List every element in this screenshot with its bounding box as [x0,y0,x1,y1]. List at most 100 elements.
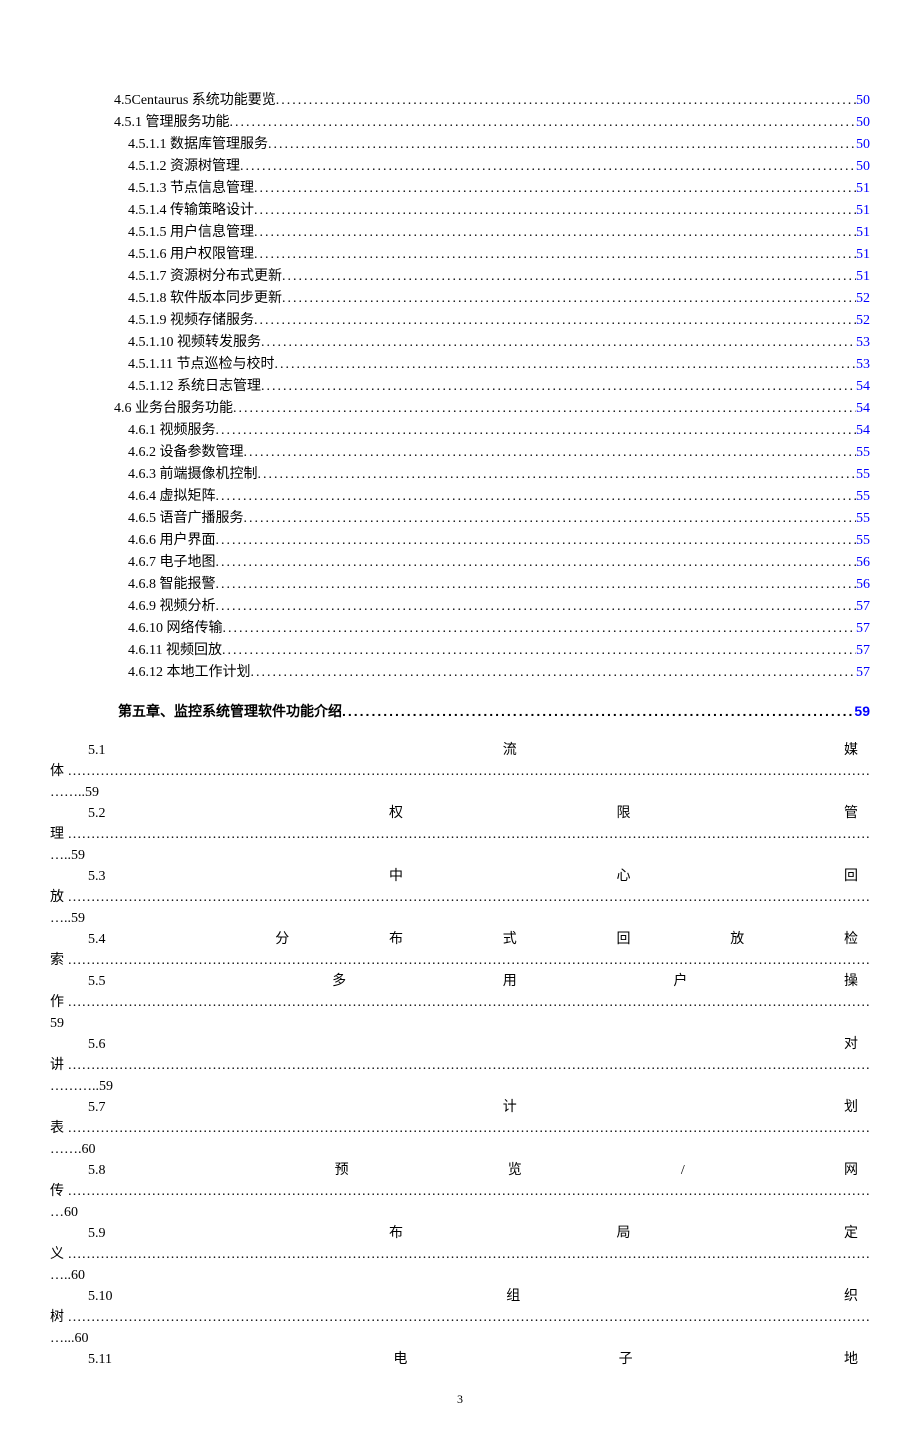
toc-label: 4.6.7 电子地图 [128,552,216,573]
toc-char: 户 [673,971,687,992]
toc-page-number: 54 [856,376,870,397]
toc-page-number: 56 [856,552,870,573]
toc-entry-justified: 5.3中心回 [50,866,870,887]
toc-entry: 4.5.1.11 节点巡检与校时53 [50,354,870,375]
toc-entry: 4.6.11 视频回放57 [50,640,870,661]
toc-entry: 4.6 业务台服务功能54 [50,398,870,419]
toc-page-number: 51 [856,178,870,199]
chapter-heading: 第五章、监控系统管理软件功能介绍 59 [50,701,870,722]
toc-entry: 4.5Centaurus 系统功能要览50 [50,90,870,111]
toc-char: 式 [503,929,517,950]
page-container: 4.5Centaurus 系统功能要览504.5.1 管理服务功能504.5.1… [50,90,870,1408]
toc-entry: 4.5.1.7 资源树分布式更新51 [50,266,870,287]
toc-entry: 4.6.7 电子地图 56 [50,552,870,573]
toc-number: 5.6 [88,1034,176,1055]
leader-dots [244,508,857,529]
toc-block-1: 4.5Centaurus 系统功能要览504.5.1 管理服务功能504.5.1… [50,90,870,683]
toc-entry: 4.5.1 管理服务功能50 [50,112,870,133]
toc-entry: 4.6.10 网络传输 57 [50,618,870,639]
toc-entry: 4.5.1.2 资源树管理50 [50,156,870,177]
toc-page-number: 50 [856,156,870,177]
toc-page-number: 54 [856,420,870,441]
leader-dots [216,596,857,617]
toc-page-number: 50 [856,112,870,133]
toc-char: 回 [617,929,631,950]
leader-dots [223,618,857,639]
toc-entry: 4.5.1.3 节点信息管理 51 [50,178,870,199]
leader-dots [216,486,857,507]
toc-label: 4.6.4 虚拟矩阵 [128,486,216,507]
leader-dots [222,640,856,661]
toc-entry-page-line: …….60 [50,1139,870,1160]
toc-char: 组 [506,1286,520,1307]
leader-dots [244,442,857,463]
toc-page-number: 55 [856,486,870,507]
toc-entry: 4.5.1.4 传输策略设计51 [50,200,870,221]
toc-page-number: 50 [856,134,870,155]
leader-dots [233,398,856,419]
leader-dots [240,156,856,177]
toc-char: 媒 [844,740,858,761]
toc-entry: 4.6.1 视频服务54 [50,420,870,441]
toc-label: 4.5.1.8 软件版本同步更新 [128,288,282,309]
toc-char: 限 [617,803,631,824]
toc-entry: 4.6.3 前端摄像机控制55 [50,464,870,485]
toc-entry-continuation: 传 ……………………………………………………………………………………………………… [50,1181,870,1202]
toc-label: 4.6.10 网络传输 [128,618,223,639]
toc-entry-justified: 5.10组织 [50,1286,870,1307]
toc-number: 5.5 [88,971,176,992]
toc-entry-page-line: ………..59 [50,1076,870,1097]
leader-dots [274,354,856,375]
toc-char: 网 [844,1160,858,1181]
toc-number: 5.9 [88,1223,176,1244]
toc-char: 电 [393,1349,407,1370]
toc-entry: 4.5.1.1 数据库管理服务 50 [50,134,870,155]
toc-entry: 4.6.6 用户界面55 [50,530,870,551]
toc-entry-page-line: 59 [50,1013,870,1034]
toc-label: 4.5.1.12 系统日志管理 [128,376,261,397]
toc-label: 4.5.1.1 数据库管理服务 [128,134,268,155]
toc-char: 检 [844,929,858,950]
toc-label: 4.5Centaurus 系统功能要览 [114,90,276,111]
toc-char: 心 [617,866,631,887]
toc-entry-page-line: …60 [50,1202,870,1223]
toc-entry: 4.6.2 设备参数管理55 [50,442,870,463]
toc-page-number: 57 [856,662,870,683]
leader-dots [216,530,857,551]
toc-page-number: 57 [856,596,870,617]
toc-char: 操 [844,971,858,992]
toc-page-number: 57 [856,618,870,639]
toc-number: 5.3 [88,866,176,887]
toc-label: 4.5.1.3 节点信息管理 [128,178,254,199]
toc-entry-page-line: …..59 [50,908,870,929]
toc-char: / [681,1160,685,1181]
toc-entry: 4.6.12 本地工作计划57 [50,662,870,683]
toc-entry: 4.6.9 视频分析57 [50,596,870,617]
toc-page-number: 53 [856,354,870,375]
toc-entry-page-line: ……..59 [50,782,870,803]
toc-entry-page-line: …..59 [50,845,870,866]
toc-char: 计 [503,1097,517,1118]
toc-entry: 4.5.1.5 用户信息管理51 [50,222,870,243]
leader-dots [254,310,856,331]
toc-page-number: 52 [856,310,870,331]
toc-char: 中 [389,866,403,887]
toc-page-number: 55 [856,508,870,529]
leader-dots [254,178,856,199]
toc-char: 地 [844,1349,858,1370]
leader-dots [251,662,857,683]
toc-entry-continuation: 放 ……………………………………………………………………………………………………… [50,887,870,908]
toc-label: 4.5.1.9 视频存储服务 [128,310,254,331]
toc-char: 览 [508,1160,522,1181]
toc-page-number: 51 [856,266,870,287]
toc-char: 管 [844,803,858,824]
toc-entry-continuation: 体 ……………………………………………………………………………………………………… [50,761,870,782]
toc-char: 流 [503,740,517,761]
chapter-page: 59 [854,701,870,722]
toc-label: 4.5.1.5 用户信息管理 [128,222,254,243]
toc-number: 5.1 [88,740,176,761]
leader-dots [268,134,856,155]
leader-dots [261,376,856,397]
toc-page-number: 56 [856,574,870,595]
leader-dots [216,574,857,595]
